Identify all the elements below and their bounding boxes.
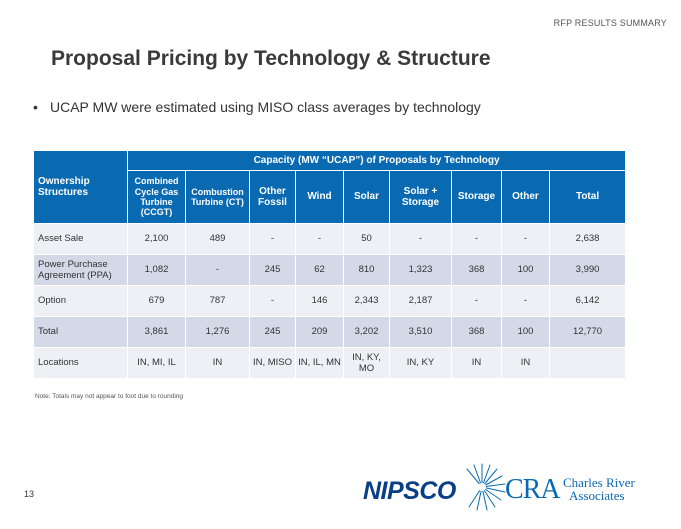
table-cell: 489 [185, 223, 250, 255]
column-header-solar: Solar [343, 170, 390, 224]
table-row-ppa: Power Purchase Agreement (PPA) 1,082 - 2… [33, 254, 627, 286]
table-cell: IN [501, 347, 550, 379]
table-cell: 6,142 [548, 285, 627, 317]
table-cell: - [451, 223, 502, 255]
row-label: Option [33, 285, 128, 317]
cra-name-line-2: Associates [569, 488, 625, 503]
table-cell: 50 [343, 223, 390, 255]
table-cell: 3,861 [127, 316, 186, 348]
table-cell: 2,187 [389, 285, 452, 317]
table-cell: 12,770 [548, 316, 627, 348]
column-header-solar-storage: Solar + Storage [389, 170, 452, 224]
page-title: Proposal Pricing by Technology & Structu… [51, 47, 491, 70]
page-number: 13 [24, 489, 35, 499]
table-cell: 100 [501, 316, 550, 348]
column-header-total: Total [548, 170, 627, 224]
table-cell: 209 [295, 316, 344, 348]
row-label: Asset Sale [33, 223, 128, 255]
bullet-item: • UCAP MW were estimated using MISO class… [33, 99, 481, 115]
table-row-option: Option 679 787 - 146 2,343 2,187 - - 6,1… [33, 285, 627, 317]
cra-logo: CRA Charles River Associates [505, 474, 655, 510]
table-cell: 245 [249, 254, 296, 286]
table-cell [548, 347, 627, 379]
cra-name-line-1: Charles River [563, 475, 635, 490]
table-cell: 810 [343, 254, 390, 286]
table-cell: - [501, 223, 550, 255]
table-cell: 679 [127, 285, 186, 317]
table-row-asset-sale: Asset Sale 2,100 489 - - 50 - - - 2,638 [33, 223, 627, 255]
nipsco-wordmark: NIPSCO [363, 477, 456, 505]
table-cell: - [185, 254, 250, 286]
table-cell: 3,510 [389, 316, 452, 348]
table-cell: 62 [295, 254, 344, 286]
table-cell: - [295, 223, 344, 255]
table-cell: 3,202 [343, 316, 390, 348]
table-cell: IN, MI, IL [127, 347, 186, 379]
table-cell: 146 [295, 285, 344, 317]
cra-mark: CRA [505, 474, 561, 505]
column-header-ct: Combustion Turbine (CT) [185, 170, 250, 224]
table-cell: - [501, 285, 550, 317]
table-cell: IN, KY [389, 347, 452, 379]
table-cell: 2,638 [548, 223, 627, 255]
cra-name: Charles River Associates [563, 476, 635, 502]
table-cell: IN, MISO [249, 347, 296, 379]
table-cell: 1,323 [389, 254, 452, 286]
table-row-total: Total 3,861 1,276 245 209 3,202 3,510 36… [33, 316, 627, 348]
table-cell: 3,990 [548, 254, 627, 286]
bullet-text: UCAP MW were estimated using MISO class … [50, 99, 481, 115]
row-label: Locations [33, 347, 128, 379]
table-cell: 1,276 [185, 316, 250, 348]
table-cell: 100 [501, 254, 550, 286]
table-cell: 2,100 [127, 223, 186, 255]
table-cell: 368 [451, 316, 502, 348]
table-cell: 1,082 [127, 254, 186, 286]
capacity-table: Ownership Structures Capacity (MW “UCAP”… [33, 150, 627, 379]
starburst-icon [466, 463, 506, 511]
section-label: RFP RESULTS SUMMARY [553, 18, 667, 28]
table-cell: - [451, 285, 502, 317]
column-header-storage: Storage [451, 170, 502, 224]
table-cell: 787 [185, 285, 250, 317]
table-cell: - [249, 285, 296, 317]
capacity-group-header: Capacity (MW “UCAP”) of Proposals by Tec… [126, 150, 627, 171]
row-label: Power Purchase Agreement (PPA) [33, 254, 128, 286]
table-cell: IN, KY, MO [343, 347, 390, 379]
table-cell: IN [451, 347, 502, 379]
footnote: Note: Totals may not appear to foot due … [35, 393, 184, 400]
capacity-table-container: Ownership Structures Capacity (MW “UCAP”… [33, 150, 627, 379]
table-cell: - [389, 223, 452, 255]
ownership-structures-header: Ownership Structures [33, 150, 128, 224]
column-header-other-fossil: Other Fossil [249, 170, 296, 224]
table-cell: 2,343 [343, 285, 390, 317]
table-cell: - [249, 223, 296, 255]
table-row-locations: Locations IN, MI, IL IN IN, MISO IN, IL,… [33, 347, 627, 379]
table-cell: IN [185, 347, 250, 379]
row-label: Total [33, 316, 128, 348]
column-header-wind: Wind [295, 170, 344, 224]
column-header-ccgt: Combined Cycle Gas Turbine (CCGT) [127, 170, 186, 224]
bullet-dot-icon: • [33, 99, 38, 115]
table-cell: 245 [249, 316, 296, 348]
table-cell: IN, IL, MN [295, 347, 344, 379]
nipsco-logo: NIPSCO [357, 462, 506, 512]
column-header-other: Other [501, 170, 550, 224]
table-cell: 368 [451, 254, 502, 286]
